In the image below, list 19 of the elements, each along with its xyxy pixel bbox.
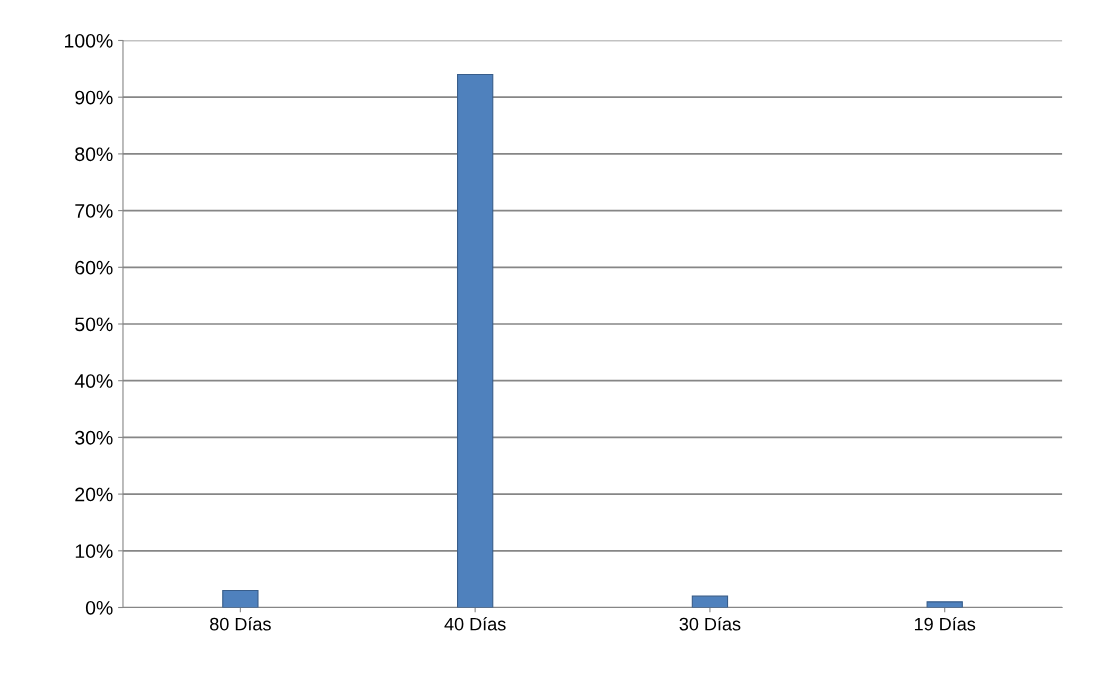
bar <box>456 73 494 608</box>
y-tick-label: 30% <box>75 430 113 445</box>
bar <box>222 589 259 608</box>
bar <box>691 595 729 608</box>
y-tick-label: 50% <box>75 317 113 332</box>
y-tick-label: 70% <box>75 204 113 218</box>
y-tick-label: 20% <box>75 487 113 502</box>
y-tick-label: 0% <box>85 600 113 615</box>
y-tick-label: 40% <box>74 374 113 388</box>
x-tick-label: 80 Días <box>210 617 271 631</box>
bar <box>926 601 963 608</box>
x-tick-label: 40 Días <box>444 617 506 631</box>
x-tick-label: 30 Días <box>679 617 741 631</box>
y-tick-label: 10% <box>75 544 113 559</box>
y-tick-label: 100% <box>65 33 113 48</box>
y-tick-label: 90% <box>75 90 113 105</box>
x-tick-label: 19 Días <box>914 617 976 631</box>
y-tick-label: 60% <box>75 260 113 275</box>
y-tick-label: 80% <box>75 147 113 162</box>
